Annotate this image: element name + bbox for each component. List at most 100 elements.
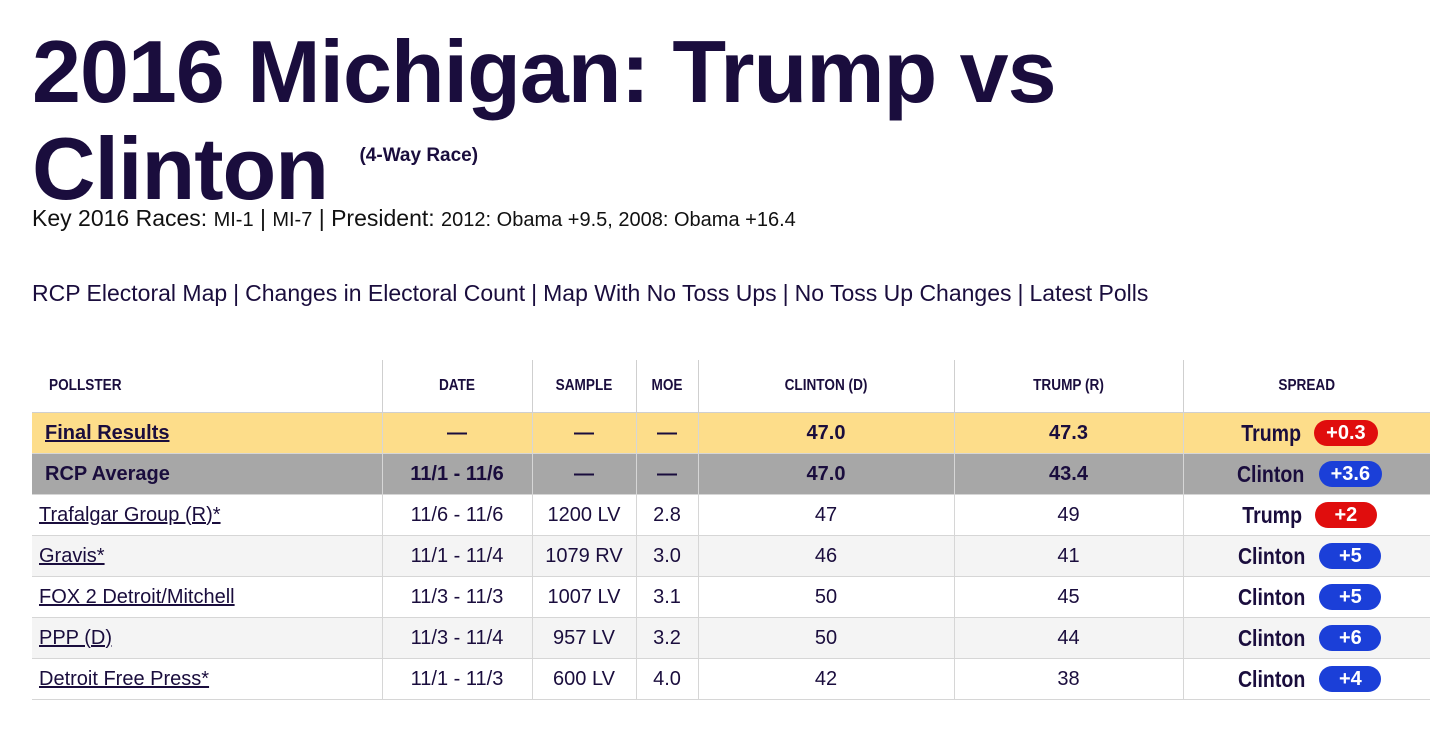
separator: | bbox=[318, 205, 325, 231]
date-cell: 11/1 - 11/6 bbox=[381, 453, 532, 495]
spread-cell: Trump +0.3 bbox=[1182, 412, 1430, 454]
table-row: FOX 2 Detroit/Mitchell 11/3 - 11/3 1007 … bbox=[32, 576, 1430, 618]
nav-link-latest-polls[interactable]: Latest Polls bbox=[1029, 280, 1149, 306]
column-header-moe[interactable]: MOE bbox=[640, 360, 694, 413]
spread-candidate: Clinton bbox=[1237, 460, 1305, 487]
page-title: 2016 Michigan: Trump vs Clinton (4-Way R… bbox=[32, 28, 1232, 213]
pollster-link[interactable]: Detroit Free Press* bbox=[39, 667, 210, 690]
trump-cell: 43.4 bbox=[953, 453, 1183, 495]
spread-candidate: Clinton bbox=[1238, 542, 1306, 569]
president-history-link[interactable]: 2012: Obama +9.5, 2008: Obama +16.4 bbox=[441, 209, 796, 231]
spread: Clinton +5 bbox=[1232, 542, 1382, 570]
key-race-link-mi-1[interactable]: MI-1 bbox=[213, 209, 254, 231]
spread: Clinton +5 bbox=[1232, 583, 1382, 611]
pollster-cell: PPP (D) bbox=[32, 617, 382, 659]
nav-link-rcp-electoral-map[interactable]: RCP Electoral Map bbox=[32, 280, 228, 306]
column-header-pollster[interactable]: POLLSTER bbox=[32, 360, 330, 413]
nav-link-no-toss-up-changes[interactable]: No Toss Up Changes bbox=[794, 280, 1012, 306]
spread-cell: Clinton +5 bbox=[1182, 576, 1430, 618]
pollster-cell: Final Results bbox=[32, 412, 382, 454]
race-type-label: (4-Way Race) bbox=[359, 145, 479, 166]
clinton-cell: 47.0 bbox=[697, 453, 954, 495]
table-row: PPP (D) 11/3 - 11/4 957 LV 3.2 50 44 Cli… bbox=[32, 617, 1430, 659]
clinton-cell: 47 bbox=[697, 494, 954, 536]
page-title-text: 2016 Michigan: Trump vs Clinton bbox=[32, 22, 1057, 218]
president-label: President: bbox=[331, 205, 435, 231]
pollster-link[interactable]: Trafalgar Group (R)* bbox=[39, 503, 221, 526]
key-races-line: Key 2016 Races: MI-1 | MI-7 | President:… bbox=[32, 205, 796, 232]
moe-cell: 2.8 bbox=[635, 494, 698, 536]
sample-cell: 600 LV bbox=[531, 658, 636, 700]
separator: | bbox=[531, 280, 538, 306]
moe-cell: 3.1 bbox=[635, 576, 698, 618]
final-results-link[interactable]: Final Results bbox=[45, 421, 170, 444]
pollster-link[interactable]: Gravis* bbox=[39, 544, 105, 567]
pollster-link[interactable]: FOX 2 Detroit/Mitchell bbox=[39, 585, 235, 608]
separator: | bbox=[1017, 280, 1024, 306]
spread-badge: +6 bbox=[1319, 625, 1382, 651]
sample-cell: 1007 LV bbox=[531, 576, 636, 618]
nav-link-changes-in-electoral-count[interactable]: Changes in Electoral Count bbox=[245, 280, 526, 306]
spread: Clinton +3.6 bbox=[1231, 460, 1383, 488]
spread-candidate: Trump bbox=[1241, 501, 1302, 528]
spread-candidate: Clinton bbox=[1238, 624, 1306, 651]
separator: | bbox=[782, 280, 789, 306]
pollster-link[interactable]: PPP (D) bbox=[39, 626, 112, 649]
sample-cell: — bbox=[531, 412, 636, 454]
date-cell: 11/6 - 11/6 bbox=[381, 494, 532, 536]
pollster-cell: Gravis* bbox=[32, 535, 382, 577]
pollster-cell: Detroit Free Press* bbox=[32, 658, 382, 700]
column-header-spread[interactable]: SPREAD bbox=[1201, 360, 1412, 413]
clinton-cell: 47.0 bbox=[697, 412, 954, 454]
key-races-label: Key 2016 Races: bbox=[32, 205, 208, 231]
spread-badge: +0.3 bbox=[1314, 420, 1378, 446]
spread-badge: +4 bbox=[1319, 666, 1382, 692]
polls-table: POLLSTER DATE SAMPLE MOE CLINTON (D) TRU… bbox=[32, 360, 1430, 700]
rcp-average-row: RCP Average 11/1 - 11/6 — — 47.0 43.4 Cl… bbox=[32, 453, 1430, 495]
spread-candidate: Trump bbox=[1241, 419, 1301, 446]
date-cell: 11/1 - 11/4 bbox=[381, 535, 532, 577]
column-header-trump[interactable]: TRUMP (R) bbox=[970, 360, 1166, 413]
nav-links: RCP Electoral Map | Changes in Electoral C… bbox=[32, 280, 1148, 307]
date-cell: 11/3 - 11/4 bbox=[381, 617, 532, 659]
clinton-cell: 46 bbox=[697, 535, 954, 577]
spread-cell: Clinton +3.6 bbox=[1182, 453, 1430, 495]
spread: Clinton +6 bbox=[1232, 624, 1382, 652]
pollster-cell: FOX 2 Detroit/Mitchell bbox=[32, 576, 382, 618]
sample-cell: 1079 RV bbox=[531, 535, 636, 577]
key-race-link-mi-7[interactable]: MI-7 bbox=[272, 209, 313, 231]
trump-cell: 45 bbox=[953, 576, 1183, 618]
trump-cell: 47.3 bbox=[953, 412, 1183, 454]
separator: | bbox=[259, 205, 266, 231]
separator: | bbox=[233, 280, 240, 306]
column-header-clinton[interactable]: CLINTON (D) bbox=[716, 360, 935, 413]
sample-cell: 1200 LV bbox=[531, 494, 636, 536]
moe-cell: — bbox=[635, 453, 698, 495]
nav-link-map-with-no-toss-ups[interactable]: Map With No Toss Ups bbox=[543, 280, 777, 306]
spread-badge: +5 bbox=[1319, 543, 1382, 569]
final-results-row: Final Results — — — 47.0 47.3 Trump +0.3 bbox=[32, 412, 1430, 454]
sample-cell: — bbox=[531, 453, 636, 495]
column-header-sample[interactable]: SAMPLE bbox=[539, 360, 629, 413]
spread-cell: Clinton +6 bbox=[1182, 617, 1430, 659]
spread-badge: +5 bbox=[1319, 584, 1382, 610]
moe-cell: — bbox=[635, 412, 698, 454]
spread-badge: +2 bbox=[1314, 502, 1377, 528]
spread-cell: Clinton +5 bbox=[1182, 535, 1430, 577]
spread-candidate: Clinton bbox=[1238, 583, 1306, 610]
column-header-date[interactable]: DATE bbox=[392, 360, 521, 413]
moe-cell: 3.0 bbox=[635, 535, 698, 577]
sample-cell: 957 LV bbox=[531, 617, 636, 659]
spread-cell: Clinton +4 bbox=[1182, 658, 1430, 700]
table-header-row: POLLSTER DATE SAMPLE MOE CLINTON (D) TRU… bbox=[32, 360, 1430, 413]
clinton-cell: 50 bbox=[697, 617, 954, 659]
clinton-cell: 50 bbox=[697, 576, 954, 618]
spread: Trump +0.3 bbox=[1236, 420, 1378, 447]
spread: Trump +2 bbox=[1237, 502, 1377, 529]
table-row: Detroit Free Press* 11/1 - 11/3 600 LV 4… bbox=[32, 658, 1430, 700]
table-row: Trafalgar Group (R)* 11/6 - 11/6 1200 LV… bbox=[32, 494, 1430, 536]
trump-cell: 41 bbox=[953, 535, 1183, 577]
date-cell: 11/3 - 11/3 bbox=[381, 576, 532, 618]
spread-candidate: Clinton bbox=[1238, 665, 1306, 692]
pollster-cell: RCP Average bbox=[32, 453, 382, 495]
